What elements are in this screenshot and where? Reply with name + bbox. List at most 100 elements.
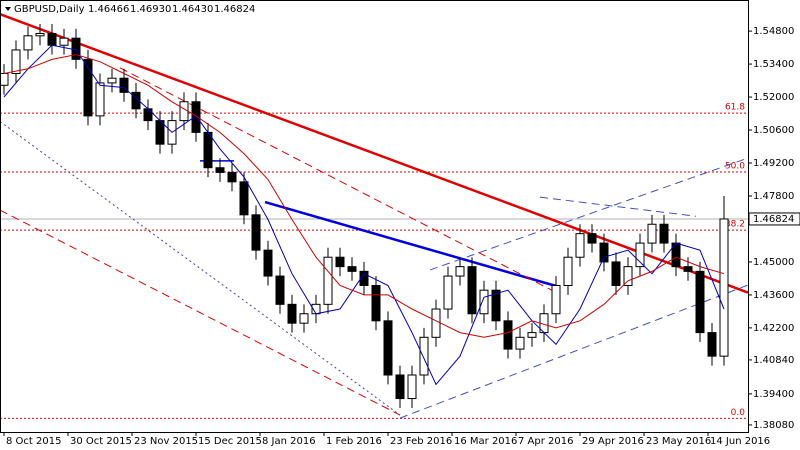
header-high: 1.46930 — [130, 4, 171, 15]
candle-body — [0, 72, 9, 86]
candle-body — [563, 256, 573, 286]
candle-body — [419, 336, 429, 376]
candle-body — [455, 266, 465, 277]
candle-body — [431, 308, 441, 338]
x-tick-label: 1 Feb 2016 — [326, 436, 382, 447]
candle-body — [347, 266, 357, 272]
header-close: 1.46824 — [214, 4, 255, 15]
drawn-line — [0, 12, 748, 294]
drawn-line — [264, 200, 561, 289]
x-tick-label: 7 Apr 2016 — [518, 436, 573, 447]
fib-label: 61.8 — [725, 103, 745, 113]
candle-body — [107, 77, 117, 84]
x-tick-label: 30 Oct 2015 — [70, 436, 132, 447]
candle-body — [143, 108, 153, 122]
candle-body — [287, 303, 297, 324]
candle-body — [131, 91, 141, 110]
x-tick-label: 23 Feb 2016 — [390, 436, 452, 447]
candle-body — [95, 82, 105, 117]
candle-body — [11, 49, 21, 74]
candle-body — [479, 289, 489, 315]
candle-body — [707, 332, 717, 357]
candle-body — [275, 275, 285, 305]
candle-body — [659, 223, 669, 244]
y-tick-label: 1.43600 — [753, 290, 794, 301]
candle-body — [587, 233, 597, 244]
candle-body — [71, 37, 81, 60]
y-tick-label: 1.54800 — [753, 26, 794, 37]
fib-label: 38.2 — [725, 220, 745, 230]
candle-body — [323, 256, 333, 305]
drawn-line — [429, 157, 748, 271]
candle-body — [695, 270, 705, 334]
menu-triangle[interactable] — [5, 7, 11, 11]
candle-body — [635, 242, 645, 268]
candle-body — [503, 320, 513, 350]
x-tick-label: 14 Jun 2016 — [710, 436, 770, 447]
header-low: 1.46430 — [172, 4, 213, 15]
drawn-line — [399, 284, 748, 419]
candle-body — [527, 332, 537, 338]
candle-body — [35, 32, 45, 37]
moving-average — [3, 44, 725, 386]
x-tick-label: 16 Mar 2016 — [454, 436, 517, 447]
candle-body — [263, 249, 273, 277]
candle-body — [119, 77, 129, 93]
x-tick-label: 29 Apr 2016 — [582, 436, 644, 447]
candle-body — [227, 171, 237, 183]
candle-body — [623, 266, 633, 286]
candle-body — [335, 256, 345, 268]
fib-label: 0.0 — [731, 408, 746, 418]
y-tick-label: 1.42200 — [753, 323, 794, 334]
candle-body — [575, 233, 585, 258]
candle-body — [191, 101, 201, 133]
y-tick-label: 1.45000 — [753, 257, 794, 268]
candle-body — [83, 58, 93, 117]
y-tick-label: 1.40840 — [753, 355, 794, 366]
header-open: 1.46466 — [88, 4, 129, 15]
x-tick-label: 8 Jan 2016 — [262, 436, 316, 447]
last-price-label: 1.46824 — [753, 214, 794, 225]
candle-body — [203, 131, 213, 169]
moving-average — [3, 54, 725, 338]
candle-body — [299, 313, 309, 324]
symbol-title: GBPUSD,Daily — [14, 4, 85, 15]
candle-body — [47, 32, 57, 46]
drawn-line — [0, 209, 401, 416]
last-price-box — [748, 212, 800, 226]
candle-body — [215, 167, 225, 173]
candle-body — [515, 336, 525, 350]
y-tick-label: 1.39400 — [753, 389, 794, 400]
candle-body — [251, 214, 261, 251]
candle-body — [23, 35, 33, 51]
candle-body — [683, 266, 693, 272]
candle-body — [443, 275, 453, 310]
y-tick-label: 1.47800 — [753, 191, 794, 202]
fib-label: 50.0 — [725, 161, 745, 171]
candle-body — [467, 266, 477, 315]
y-tick-label: 1.52000 — [753, 92, 794, 103]
candle-body — [359, 270, 369, 286]
candle-body — [383, 320, 393, 376]
candle-body — [551, 284, 561, 315]
y-tick-label: 1.53400 — [753, 59, 794, 70]
x-tick-label: 23 May 2016 — [646, 436, 711, 447]
y-tick-label: 1.50600 — [753, 125, 794, 136]
x-tick-label: 23 Nov 2015 — [134, 436, 198, 447]
y-tick-label: 1.49200 — [753, 158, 794, 169]
candle-body — [599, 242, 609, 263]
candle-body — [611, 261, 621, 286]
candle-body — [719, 218, 729, 357]
candle-body — [647, 223, 657, 244]
candle-body — [407, 374, 417, 400]
drawn-line — [539, 196, 697, 217]
candle-body — [239, 181, 249, 216]
y-tick-label: 1.38080 — [753, 420, 794, 431]
candle-body — [371, 284, 381, 322]
candle-body — [491, 289, 501, 322]
candle-body — [59, 37, 69, 46]
candle-body — [155, 120, 165, 145]
candle-body — [179, 101, 189, 122]
candle-body — [395, 374, 405, 400]
